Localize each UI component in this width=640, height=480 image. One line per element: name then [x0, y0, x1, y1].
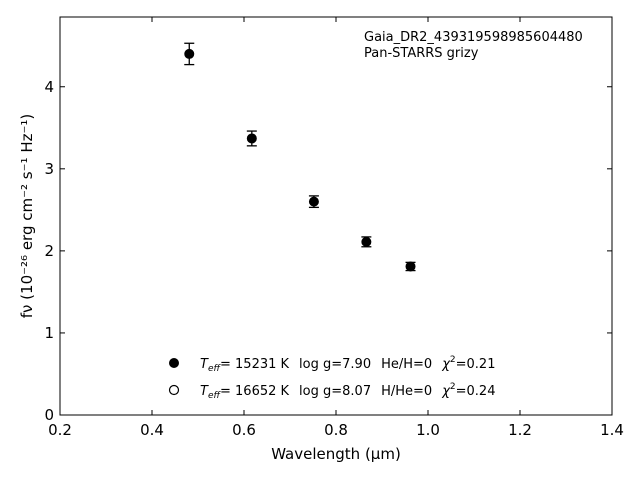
legend-marker-open-circle	[168, 384, 180, 396]
x-tick-label: 0.6	[232, 421, 256, 439]
data-point	[246, 133, 257, 144]
legend-2-logg: log g=8.07	[299, 384, 371, 399]
annotation-target-name: Gaia_DR2_439319598985604480	[364, 30, 583, 45]
x-tick-label: 1.0	[416, 421, 440, 439]
data-point	[405, 261, 416, 272]
y-tick-label: 4	[44, 78, 54, 96]
y-tick-label: 3	[44, 160, 54, 178]
plot-area	[59, 16, 613, 416]
legend-2-chi2: =0.24	[456, 384, 496, 399]
x-axis-label: Wavelength (μm)	[271, 445, 401, 463]
data-points	[184, 42, 416, 272]
y-tick-label: 1	[44, 324, 54, 342]
legend-marker-filled-circle	[169, 358, 179, 368]
y-tick-label: 2	[44, 242, 54, 260]
data-point	[308, 196, 319, 207]
legend-1-chi2: =0.21	[456, 357, 496, 372]
legend-1-comp: He/H=0	[381, 357, 432, 372]
y-axis-label: fν (10⁻²⁶ erg cm⁻² s⁻¹ Hz⁻¹)	[18, 114, 36, 319]
x-tick-label: 1.2	[508, 421, 532, 439]
x-axis-ticks: 0.2 0.4 0.6 0.8 1.0 1.2 1.4	[48, 17, 624, 439]
legend-1-logg: log g=7.90	[299, 357, 371, 372]
x-tick-label: 0.8	[324, 421, 348, 439]
legend-1-teff: = 15231 K	[220, 357, 290, 372]
y-axis-ticks: 0 1 2 3 4	[44, 78, 612, 424]
annotation-survey: Pan-STARRS grizy	[364, 46, 479, 61]
x-tick-label: 0.4	[140, 421, 164, 439]
y-tick-label: 0	[44, 406, 54, 424]
data-point	[361, 236, 372, 247]
data-point	[184, 48, 195, 59]
legend-2-teff: = 16652 K	[220, 384, 290, 399]
x-tick-label: 0.2	[48, 421, 72, 439]
x-tick-label: 1.4	[600, 421, 624, 439]
legend-2-comp: H/He=0	[381, 384, 432, 399]
